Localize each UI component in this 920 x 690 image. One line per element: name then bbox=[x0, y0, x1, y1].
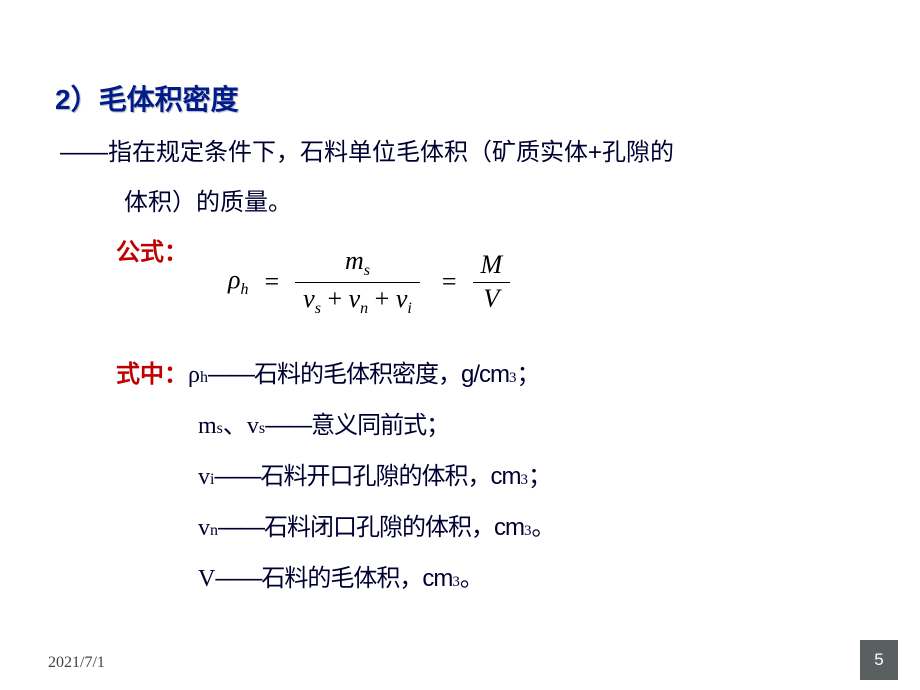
formula-label: 公式： bbox=[116, 232, 188, 267]
t5-text: ——石料的毛体积，cm bbox=[215, 554, 452, 604]
v2: v bbox=[349, 284, 361, 313]
m-symbol: m bbox=[345, 246, 364, 275]
plus2: + bbox=[375, 284, 390, 313]
t2-sep: 、 bbox=[223, 401, 247, 451]
lhs: ρh bbox=[228, 265, 248, 299]
t5-sym: V bbox=[198, 555, 215, 605]
fraction-2: M V bbox=[473, 249, 511, 315]
plus1: + bbox=[327, 284, 342, 313]
desc-label: 式中： bbox=[116, 350, 188, 400]
t1-text: ——石料的毛体积密度，g/cm bbox=[208, 350, 509, 400]
t2-sym1: m bbox=[198, 402, 217, 452]
term-2: ms 、 vs ——意义同前式； bbox=[198, 401, 556, 452]
t4-sup: 3 bbox=[524, 516, 532, 547]
equals-1: = bbox=[264, 267, 279, 297]
t2-text: ——意义同前式； bbox=[265, 401, 449, 451]
vs1: s bbox=[315, 300, 321, 317]
t5-tail: 。 bbox=[460, 554, 484, 604]
formula-block: ρh = ms vs + vn + vi = M V bbox=[228, 245, 510, 320]
t1-sup: 3 bbox=[509, 363, 517, 394]
definition-block: ——指在规定条件下，石料单位毛体积（矿质实体+孔隙的 体积）的质量。 bbox=[60, 128, 840, 229]
fraction-1: ms vs + vn + vi bbox=[295, 245, 420, 320]
t3-sup: 3 bbox=[520, 465, 528, 496]
vs3: i bbox=[407, 300, 411, 317]
terms-block: 式中： ρh ——石料的毛体积密度，g/cm3； ms 、 vs ——意义同前式… bbox=[116, 350, 556, 605]
rho-symbol: ρ bbox=[228, 265, 240, 294]
t1-sym: ρ bbox=[188, 351, 200, 401]
equals-2: = bbox=[442, 267, 457, 297]
v1: v bbox=[303, 284, 315, 313]
rho-sub: h bbox=[240, 281, 248, 298]
term-4: vn ——石料闭口孔隙的体积，cm3。 bbox=[198, 503, 556, 554]
t3-sym: v bbox=[198, 453, 210, 503]
t2-sym2: v bbox=[247, 402, 259, 452]
term-5: V ——石料的毛体积，cm3。 bbox=[198, 554, 556, 605]
t4-sub: n bbox=[210, 514, 218, 547]
vs2: n bbox=[360, 300, 368, 317]
section-title: 2）毛体积密度 bbox=[55, 78, 239, 118]
t1-tail: ； bbox=[517, 350, 541, 400]
t1-sub: h bbox=[200, 361, 208, 394]
t5-sup: 3 bbox=[452, 567, 460, 598]
t4-text: ——石料闭口孔隙的体积，cm bbox=[218, 503, 524, 553]
frac2-num: M bbox=[473, 249, 511, 282]
frac1-den: vs + vn + vi bbox=[295, 283, 420, 320]
t4-sym: v bbox=[198, 504, 210, 554]
footer-date: 2021/7/1 bbox=[48, 654, 105, 672]
slide: 2）毛体积密度 ——指在规定条件下，石料单位毛体积（矿质实体+孔隙的 体积）的质… bbox=[0, 0, 920, 690]
page-number: 5 bbox=[860, 640, 898, 680]
definition-line-1: ——指在规定条件下，石料单位毛体积（矿质实体+孔隙的 bbox=[60, 139, 674, 166]
term-3: vi ——石料开口孔隙的体积，cm3； bbox=[198, 452, 556, 503]
t4-tail: 。 bbox=[532, 503, 556, 553]
m-sub: s bbox=[364, 262, 370, 279]
t3-tail: ； bbox=[528, 452, 552, 502]
frac1-num: ms bbox=[337, 245, 378, 282]
t3-text: ——石料开口孔隙的体积，cm bbox=[214, 452, 520, 502]
term-1: 式中： ρh ——石料的毛体积密度，g/cm3； bbox=[116, 350, 556, 401]
frac2-den: V bbox=[475, 283, 507, 316]
definition-line-2: 体积）的质量。 bbox=[60, 178, 840, 228]
v3: v bbox=[396, 284, 408, 313]
